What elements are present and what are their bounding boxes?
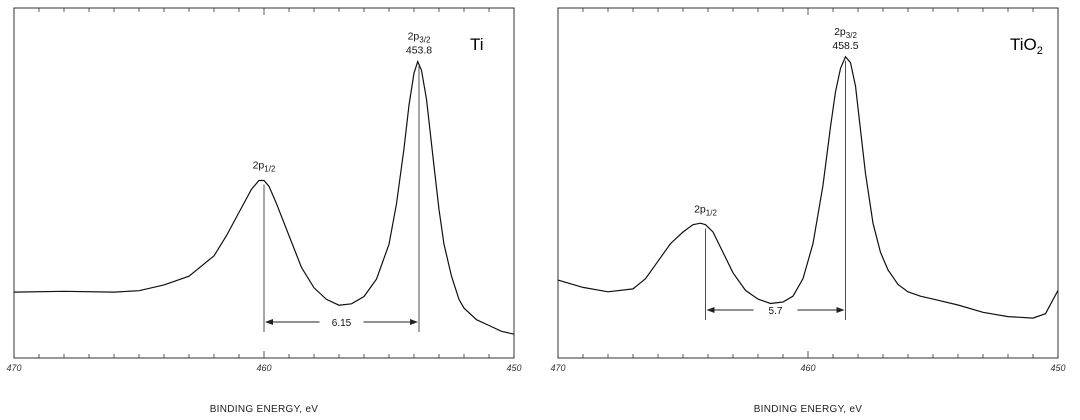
ti-peak-value-label: 453.8 xyxy=(406,45,432,57)
ti-peak-label: 2p1/2 xyxy=(253,160,276,174)
tio2-x-axis-label: BINDING ENERGY, eV xyxy=(754,404,863,415)
tio2-peak-value-label: 458.5 xyxy=(832,40,858,52)
tio2-sample-label: TiO2 xyxy=(1010,35,1043,57)
ti-tick-label: 470 xyxy=(6,363,21,373)
tio2-separation-arrowhead-left xyxy=(706,307,715,313)
ti-peak-label: 2p3/2 xyxy=(408,31,431,45)
peak-label-main: 2p xyxy=(253,160,265,172)
ti-x-tick-labels: 470 460 450 xyxy=(6,363,521,373)
ti-x-ticks xyxy=(38,8,490,358)
ti-spectrum-line xyxy=(13,59,515,335)
tio2-plot-frame xyxy=(557,7,1059,359)
tio2-spectrum-line xyxy=(557,55,1059,319)
tio2-tick-label: 470 xyxy=(550,363,565,373)
peak-label-sub: 1/2 xyxy=(264,165,276,174)
ti-separation-label: 6.15 xyxy=(332,318,352,329)
ti-sample-label: Ti xyxy=(470,35,484,54)
tio2-tick-label: 460 xyxy=(800,363,815,373)
ti-x-axis-label: BINDING ENERGY, eV xyxy=(210,404,319,415)
peak-label-main: 2p xyxy=(834,26,846,38)
tio2-peak-label: 2p3/2 xyxy=(834,26,857,40)
tio2-separation-label: 5.7 xyxy=(769,306,783,317)
ti-separation-arrowhead-left xyxy=(265,319,273,325)
tio2-x-ticks xyxy=(582,8,1034,358)
ti-separation-arrowhead-right xyxy=(410,319,418,325)
peak-label-sub: 1/2 xyxy=(706,209,718,218)
tio2-tick-label: 450 xyxy=(1050,363,1065,373)
ti-tick-label: 450 xyxy=(506,363,521,373)
peak-label-sub: 3/2 xyxy=(419,36,431,45)
tio2-x-tick-labels: 470 460 450 xyxy=(550,363,1065,373)
ti-tick-label: 460 xyxy=(256,363,271,373)
tio2-sample-sub: 2 xyxy=(1037,45,1043,57)
tio2-sample-main: TiO xyxy=(1010,35,1037,54)
peak-label-main: 2p xyxy=(694,204,706,216)
peak-label-main: 2p xyxy=(408,31,420,43)
tio2-peak-label: 2p1/2 xyxy=(694,204,717,218)
peak-label-sub: 3/2 xyxy=(846,31,858,40)
tio2-separation-arrowhead-right xyxy=(836,307,845,313)
